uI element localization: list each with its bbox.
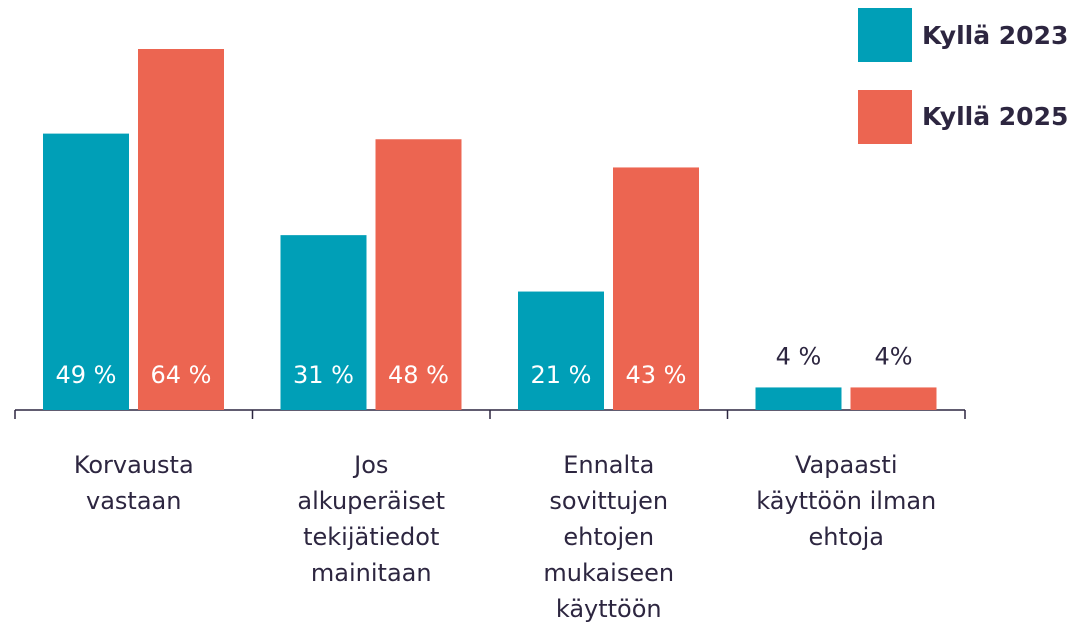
- bar: [43, 133, 129, 410]
- data-label: 21 %: [531, 361, 592, 389]
- bar: [138, 49, 224, 410]
- bar: [613, 167, 699, 410]
- bar: [518, 291, 604, 410]
- data-label: 4%: [874, 342, 912, 370]
- data-label: 64 %: [151, 361, 212, 389]
- x-tick-label: Jos alkuperäiset tekijätiedot mainitaan: [297, 451, 445, 587]
- data-label: 43 %: [626, 361, 687, 389]
- x-tick-label: Korvausta vastaan: [74, 451, 194, 515]
- x-tick-label: Vapaasti käyttöön ilman ehtoja: [756, 451, 936, 551]
- bar: [280, 235, 367, 410]
- bar: [375, 139, 462, 410]
- data-label: 31 %: [293, 361, 354, 389]
- legend-label: Kyllä 2023: [922, 21, 1068, 50]
- bar: [850, 387, 937, 410]
- data-label: 4 %: [776, 342, 822, 370]
- legend-label: Kyllä 2025: [922, 102, 1068, 131]
- data-label: 49 %: [56, 361, 117, 389]
- legend-swatch: [858, 90, 912, 144]
- bar: [755, 387, 842, 410]
- legend-swatch: [858, 8, 912, 62]
- data-label: 48 %: [388, 361, 449, 389]
- x-tick-label: Ennalta sovittujen ehtojen mukaiseen käyttöö…: [543, 451, 674, 623]
